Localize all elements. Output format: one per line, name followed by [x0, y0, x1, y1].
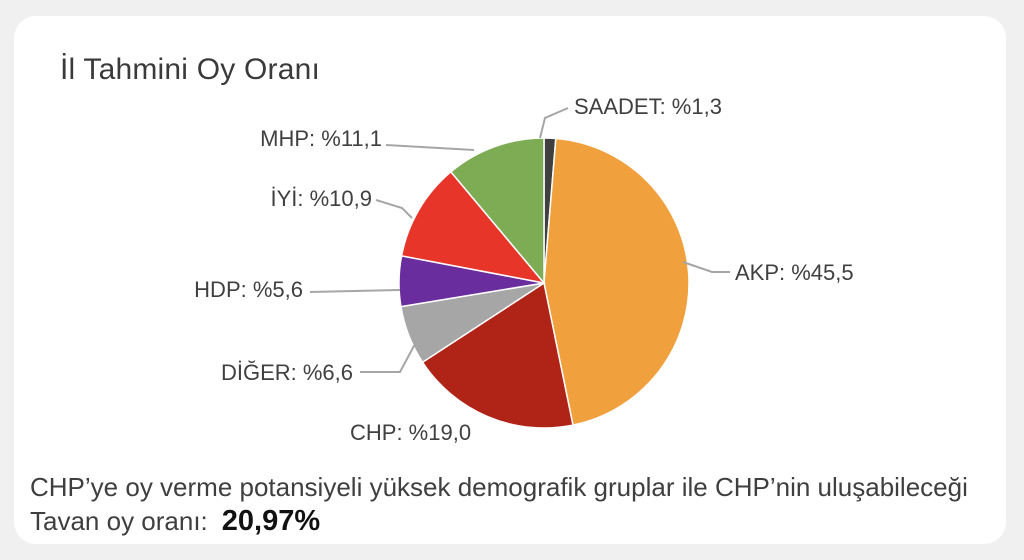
- pie-slice: [400, 170, 546, 285]
- leader-line: [375, 199, 413, 219]
- slice-label: DİĞER: %6,6: [221, 360, 353, 385]
- leader-line: [385, 144, 475, 151]
- slice-label: İYİ: %10,9: [270, 186, 372, 211]
- footer-text: CHP’ye oy verme potansiyeli yüksek demog…: [30, 472, 968, 536]
- leader-line: [360, 343, 416, 373]
- slice-label: MHP: %11,1: [260, 126, 382, 151]
- leader-line: [309, 289, 401, 293]
- ceiling-value: 20,97%: [221, 505, 321, 537]
- slice-label: HDP: %5,6: [194, 277, 303, 302]
- slice-label: CHP: %19,0: [350, 420, 471, 445]
- pie-slice: [449, 137, 545, 286]
- leader-line: [539, 107, 569, 139]
- slice-label: AKP: %45,5: [735, 260, 854, 285]
- footer-note: CHP’ye oy verme potansiyeli yüksek demog…: [30, 470, 1000, 538]
- pie-slice: [421, 281, 574, 429]
- pie-slice: [543, 137, 690, 426]
- leader-line: [682, 261, 730, 273]
- slice-label: SAADET: %1,3: [574, 94, 722, 119]
- chart-title: İl Tahmini Oy Oranı: [60, 53, 321, 86]
